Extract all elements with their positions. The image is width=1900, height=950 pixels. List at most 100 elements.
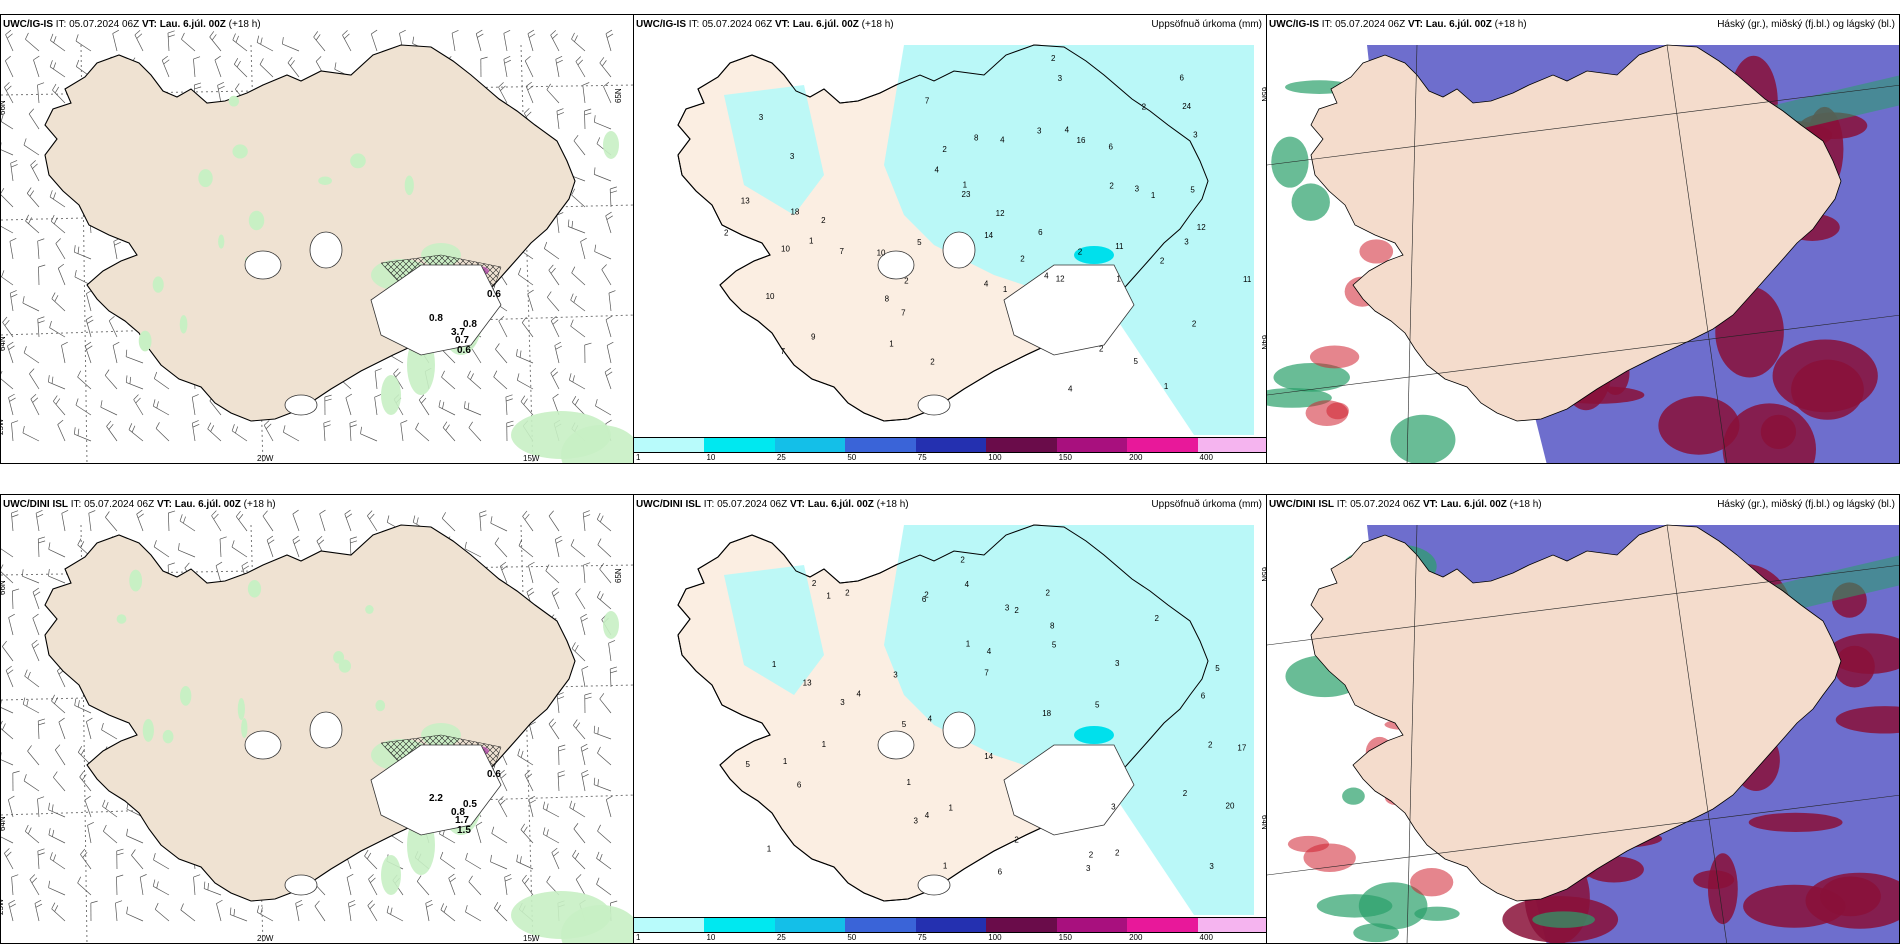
precip-value: 18 <box>790 208 799 217</box>
panel-title: UWC/IG-IS IT: 05.07.2024 06Z VT: Lau. 6.… <box>1269 19 1527 30</box>
precip-value: 3 <box>1037 127 1042 136</box>
precip-value: 4 <box>857 690 862 699</box>
precip-value: 5 <box>1095 700 1100 709</box>
precip-value: 8 <box>885 294 890 303</box>
precip-value: 6 <box>922 595 927 604</box>
precip-value: 2 <box>1183 789 1188 798</box>
precip-value: 2 <box>1014 835 1019 844</box>
precip-value: 13 <box>741 196 750 205</box>
colorbar-swatch <box>845 917 917 933</box>
precip-value: 2 <box>1089 851 1094 860</box>
colorbar-swatch <box>845 437 917 453</box>
precip-value: 1 <box>949 803 954 812</box>
precip-value: 2 <box>1078 247 1083 256</box>
precip-value: 1 <box>822 740 827 749</box>
colorbar-tick: 1 <box>636 453 641 462</box>
precip-value: 0.6 <box>457 345 471 356</box>
lon-label: 25W <box>1 898 5 915</box>
precip-value: 1 <box>966 639 971 648</box>
lon-label: 25W <box>1 418 5 435</box>
lat-label: 64N <box>1 336 7 351</box>
precip-value: 7 <box>781 347 786 356</box>
precip-value: 1 <box>1164 382 1169 391</box>
lat-label: 66N <box>1 580 7 595</box>
precip-value: 3 <box>1209 862 1214 871</box>
colorbar-tick: 150 <box>1058 933 1073 942</box>
precip-value: 0.6 <box>487 769 501 780</box>
precip-value: 6 <box>1180 74 1185 83</box>
precip-value: 1 <box>772 660 777 669</box>
precip-value: 5 <box>1190 186 1195 195</box>
colorbar-tick: 50 <box>847 453 857 462</box>
precip-value: 6 <box>1038 228 1043 237</box>
lat-label: 65N <box>614 88 623 103</box>
precip-value: 2 <box>1154 614 1159 623</box>
lon-label: 15W <box>523 454 540 463</box>
precip-value: 4 <box>984 280 989 289</box>
precip-value: 3 <box>1135 185 1140 194</box>
precip-value: 0.5 <box>463 799 477 810</box>
precip-value: 8 <box>1050 621 1055 630</box>
precip-value: 4 <box>1065 125 1070 134</box>
precip-colorbar: 1 10 25 50 75 100 150 200 400 <box>634 917 1266 943</box>
precip-value: 4 <box>965 580 970 589</box>
precip-value: 6 <box>797 780 802 789</box>
precip-value: 3 <box>1086 864 1091 873</box>
precip-value: 2 <box>924 591 929 600</box>
colorbar-tick: 100 <box>988 453 1002 462</box>
precip-value: 12 <box>996 209 1005 218</box>
colorbar-tick: 75 <box>917 933 927 942</box>
colorbar-swatch <box>774 437 847 453</box>
precip-value: 3 <box>840 698 845 707</box>
precip-value: 4 <box>987 647 992 656</box>
wind-precip-panel-row2: 66N 64N 65N 20W 15W 25W 0.6 2.2 0.5 1.7 0.8 1.5 UWC… <box>0 494 634 944</box>
precip-value: 24 <box>1182 102 1191 111</box>
precip-value: 3 <box>913 817 918 826</box>
colorbar-swatch <box>1197 917 1266 933</box>
colorbar-tick: 400 <box>1199 933 1213 942</box>
lat-label: 64N <box>1260 815 1267 830</box>
cloud-title: Háský (gr.), miðský (fj.bl.) og lágský (… <box>1717 19 1895 30</box>
colorbar-swatch <box>986 437 1058 453</box>
precip-value: 1 <box>783 757 788 766</box>
precip-value: 10 <box>766 292 775 301</box>
precip-value: 2 <box>1020 255 1025 264</box>
precip-value: 13 <box>803 678 812 687</box>
colorbar-swatch <box>634 917 706 933</box>
precip-value: 2 <box>1099 344 1104 353</box>
precip-value: 3.7 <box>451 327 465 338</box>
precip-value: 0.7 <box>455 335 469 346</box>
precip-area <box>724 525 1254 915</box>
precip-value: 2 <box>1014 606 1019 615</box>
lat-label: 64N <box>1260 335 1267 350</box>
glaciers <box>877 711 1135 896</box>
precip-value: 20 <box>1226 801 1235 810</box>
precip-value: 0.8 <box>463 319 477 330</box>
precip-value: 2 <box>812 579 817 588</box>
precip-value: 4 <box>1044 272 1049 281</box>
precip-value: 6 <box>1109 143 1114 152</box>
iceland-coastline <box>44 524 576 902</box>
lat-label: 65N <box>1260 87 1267 102</box>
wind-precip-panel-row1: 66N 64N 65N 20W 15W 25W 0.6 0.8 0.8 0.7 3.7 0.6 UWC… <box>0 14 634 464</box>
precip-value: 4 <box>928 714 933 723</box>
lat-label: 65N <box>1260 567 1267 582</box>
precip-value: 1.7 <box>455 815 469 826</box>
precip-value: 3 <box>1111 803 1116 812</box>
precip-value: 1 <box>767 845 772 854</box>
precip-value: 1 <box>943 861 948 870</box>
precip-value: 2 <box>1142 102 1147 111</box>
lon-label: 20W <box>257 454 274 463</box>
precip-value: 14 <box>984 231 993 240</box>
precip-value: 16 <box>1077 136 1086 145</box>
precip-title: Uppsöfnuð úrkoma (mm) <box>1151 19 1262 30</box>
glaciers <box>877 231 1135 416</box>
precip-value: 2 <box>960 555 965 564</box>
precip-value: 5 <box>902 720 907 729</box>
panel-title: UWC/IG-IS IT: 05.07.2024 06Z VT: Lau. 6.… <box>3 19 261 30</box>
lon-label: 15W <box>523 934 540 943</box>
colorbar-tick: 150 <box>1058 453 1073 462</box>
precip-value: 2 <box>930 358 935 367</box>
wind-precip-map: 66N 64N 65N 20W 15W 25W 0.6 0.8 0.8 0.73.7 0.6 <box>1 29 633 463</box>
